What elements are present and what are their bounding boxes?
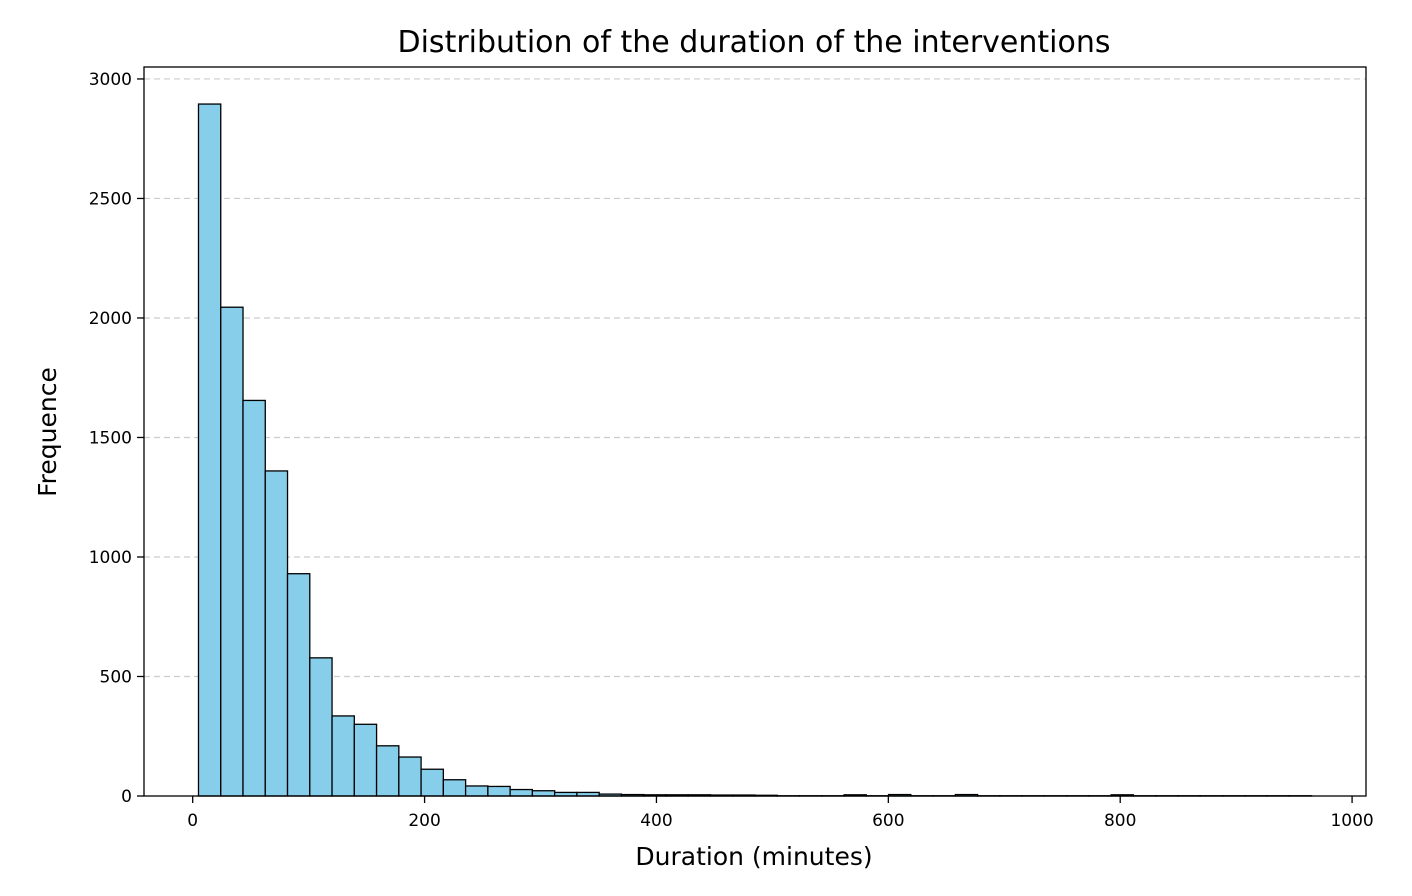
x-tick-label: 0 [187,811,198,831]
histogram-bar [331,715,355,797]
histogram-bar [420,768,445,797]
x-tick-label: 600 [872,811,904,831]
histogram-bar [353,723,378,797]
histogram-bar [464,785,489,797]
histogram-bar [286,573,311,797]
x-tick-label: 400 [640,811,672,831]
y-tick-label: 2000 [89,309,132,329]
histogram-bar [197,103,222,797]
y-tick-label: 3000 [89,70,132,90]
y-tick-label: 1000 [89,548,132,568]
x-tick-label: 800 [1104,811,1136,831]
histogram-bar [220,306,244,797]
histogram-bars [197,103,1313,797]
histogram-bar [242,399,266,797]
grid-lines [144,78,1366,678]
histogram-bar [264,470,289,797]
plot-area-frame [143,66,1367,797]
y-tick-label: 500 [100,667,132,687]
x-axis-ticks: 0 200 400 600 800 1000 [187,796,1374,831]
y-tick-label: 0 [121,787,132,807]
x-axis-title: Duration (minutes) [635,842,872,871]
histogram-bar [509,788,534,797]
histogram-bar [375,745,400,797]
y-tick-label: 2500 [89,189,132,209]
histogram-bar [531,790,556,797]
x-tick-label: 1000 [1330,811,1373,831]
histogram-bar [487,785,511,797]
y-axis-ticks: 0 500 1000 1500 2000 2500 3000 [89,70,144,807]
y-axis-title: Frequence [33,367,62,497]
histogram-bar [398,756,422,797]
histogram-bar [309,657,333,797]
chart-title: Distribution of the duration of the inte… [398,25,1111,60]
histogram-bar [442,779,467,797]
x-tick-label: 200 [408,811,440,831]
y-tick-label: 1500 [89,428,132,448]
